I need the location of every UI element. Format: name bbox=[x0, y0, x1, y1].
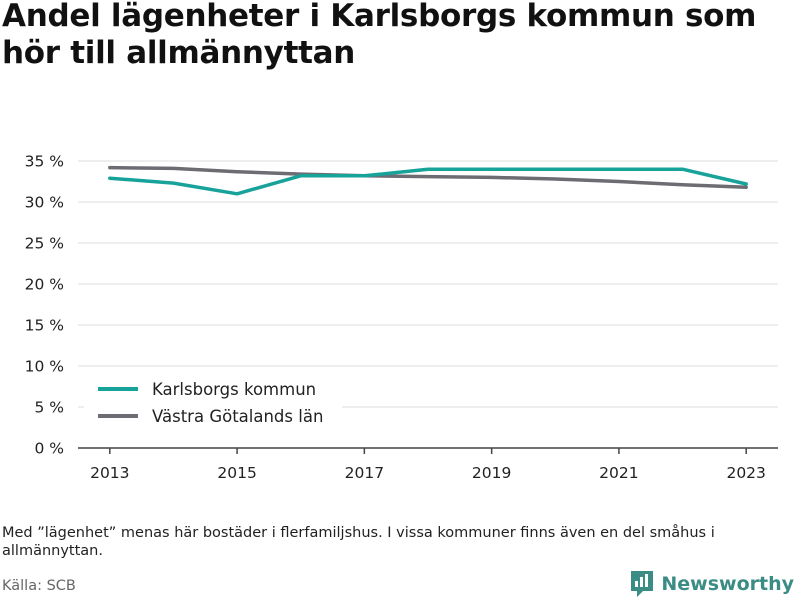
brand-name: Newsworthy bbox=[661, 573, 794, 595]
series-lines bbox=[108, 165, 748, 196]
grid-lines bbox=[78, 160, 778, 408]
x-tick-label: 2019 bbox=[472, 464, 511, 482]
series-line bbox=[108, 167, 748, 196]
x-tick-label: 2013 bbox=[90, 464, 129, 482]
x-tick-label: 2023 bbox=[726, 464, 765, 482]
y-tick-label: 25 % bbox=[25, 235, 64, 253]
y-tick-label: 10 % bbox=[25, 358, 64, 376]
y-tick-label: 35 % bbox=[25, 153, 64, 171]
legend-background bbox=[84, 372, 342, 434]
x-tick-label: 2021 bbox=[599, 464, 638, 482]
footnote: Med ”lägenhet” menas här bostäder i fler… bbox=[2, 525, 715, 559]
series-line bbox=[108, 165, 748, 189]
x-tick-label: 2015 bbox=[217, 464, 256, 482]
y-tick-label: 5 % bbox=[34, 399, 64, 417]
legend: Karlsborgs kommun Västra Götalands län bbox=[84, 372, 342, 434]
y-axis-tick-labels: 0 % 5 % 10 % 15 % 20 % 25 % 30 % 35 % bbox=[25, 153, 64, 458]
chart-title: Andel lägenheter i Karlsborgs kommun som… bbox=[2, 0, 757, 71]
x-tick-label: 2017 bbox=[345, 464, 384, 482]
y-tick-label: 0 % bbox=[34, 440, 64, 458]
brand-logo[interactable]: Newsworthy bbox=[629, 568, 794, 600]
y-tick-label: 30 % bbox=[25, 194, 64, 212]
legend-label: Karlsborgs kommun bbox=[152, 380, 316, 399]
y-tick-label: 15 % bbox=[25, 317, 64, 335]
x-axis: 2013 2015 2017 2019 2021 2023 bbox=[78, 447, 778, 482]
newsworthy-logo-icon bbox=[631, 571, 654, 597]
source-label: Källa: SCB bbox=[2, 578, 76, 594]
y-tick-label: 20 % bbox=[25, 276, 64, 294]
legend-label: Västra Götalands län bbox=[152, 407, 323, 426]
line-chart: 0 %5 %10 %15 %20 %25 %30 %35 % 2013 2015 2… bbox=[25, 153, 778, 482]
